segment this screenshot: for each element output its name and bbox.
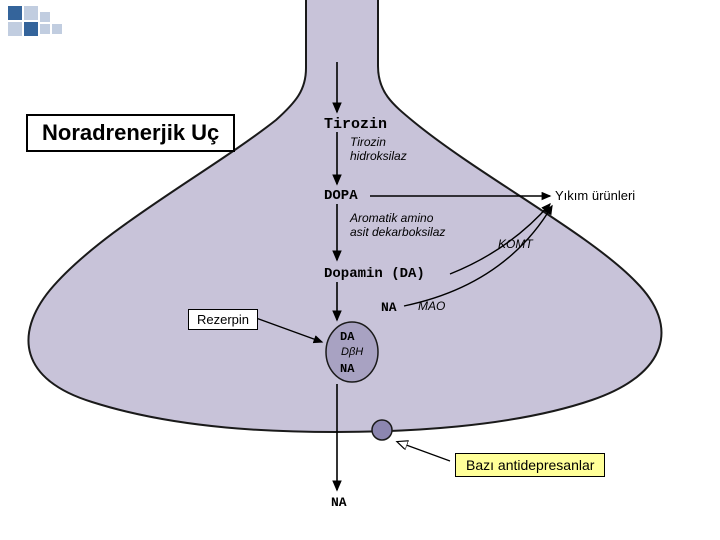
- label-na-released: NA: [331, 495, 347, 510]
- vesicle-na: NA: [340, 362, 354, 376]
- label-tirozin: Tirozin: [324, 116, 387, 133]
- label-dopa: DOPA: [324, 188, 358, 204]
- label-yikim: Yıkım ürünleri: [555, 188, 635, 203]
- label-tir-hidroksilaz: Tirozin hidroksilaz: [350, 136, 407, 164]
- receptor: [372, 420, 392, 440]
- label-mao: MAO: [418, 300, 445, 314]
- label-na-top: NA: [381, 300, 397, 315]
- rezerpin-box: Rezerpin: [188, 309, 258, 330]
- antidep-box: Bazı antidepresanlar: [455, 453, 605, 477]
- label-dopamin: Dopamin (DA): [324, 266, 425, 282]
- label-komt: KOMT: [498, 238, 533, 252]
- vesicle-dbh: DβH: [341, 346, 363, 358]
- title-box: Noradrenerjik Uç: [26, 114, 235, 152]
- arrow-antidep: [398, 442, 450, 461]
- vesicle-da: DA: [340, 330, 354, 344]
- label-aad: Aromatik amino asit dekarboksilaz: [350, 212, 445, 240]
